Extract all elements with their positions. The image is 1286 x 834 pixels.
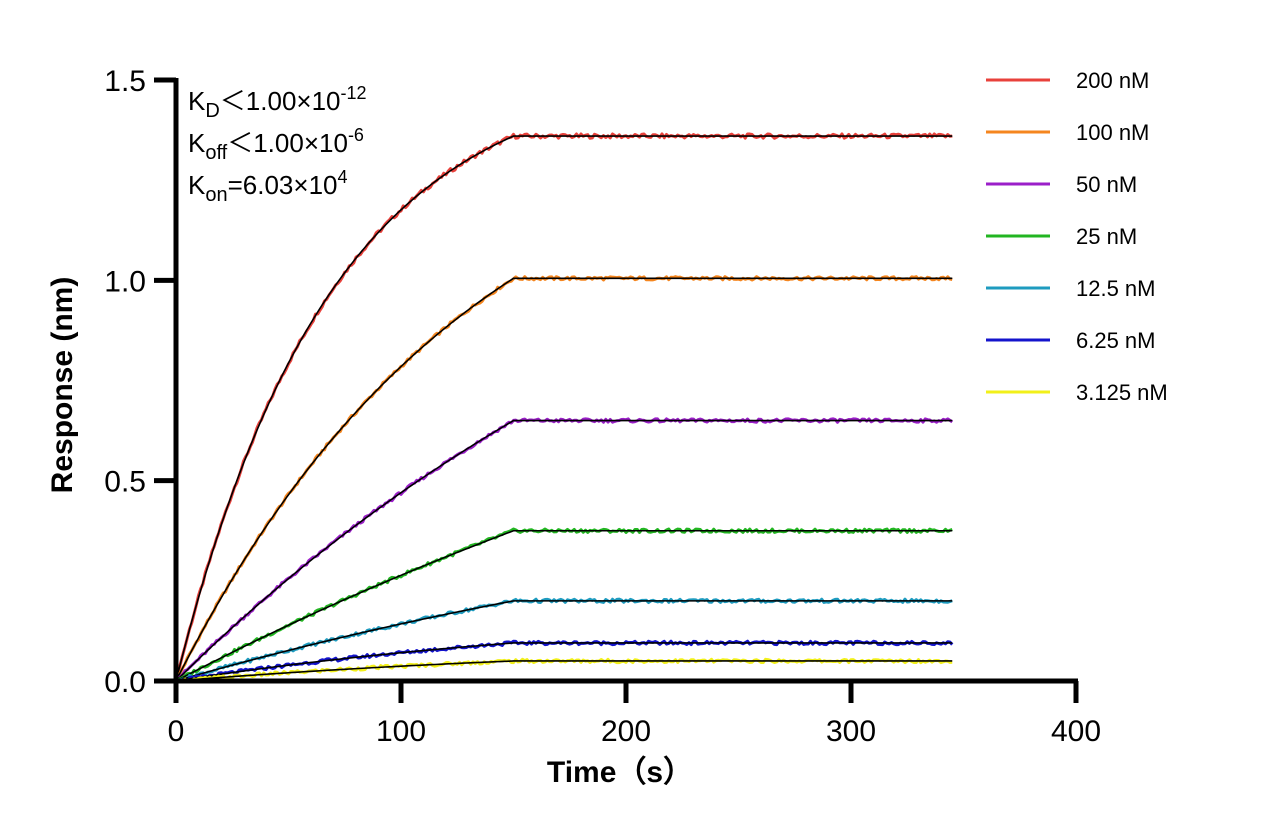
x-tick-label: 300 [826, 715, 876, 748]
y-tick-label: 1.0 [104, 265, 146, 298]
legend-label: 200 nM [1076, 68, 1149, 93]
x-tick-label: 200 [601, 715, 651, 748]
koff-annotation: Koff＜1.00×10-6 [188, 125, 364, 164]
plot-area [174, 132, 954, 684]
fit-line-6.25nm [175, 642, 953, 682]
legend-label: 25 nM [1076, 224, 1137, 249]
fit-line-3.125nm [175, 660, 953, 682]
y-tick-label: 1.5 [104, 65, 146, 98]
y-tick-label: 0.5 [104, 466, 146, 499]
series-line-100nm [174, 275, 953, 682]
x-axis-title: Time（s） [547, 755, 693, 789]
kd-annotation: KD＜1.00×10-12 [188, 83, 367, 122]
legend-label: 6.25 nM [1076, 328, 1156, 353]
legend: 200 nM 100 nM 50 nM 25 nM 12.5 nM 6.25 nM 3.12… [986, 68, 1168, 405]
fit-line-25nm [175, 529, 953, 682]
legend-label: 100 nM [1076, 120, 1149, 145]
x-tick-label: 0 [168, 715, 185, 748]
fit-line-200nm [175, 135, 953, 682]
fit-line-12.5nm [175, 600, 953, 682]
axes: 0 100 200 300 400 0.0 0.5 1.0 1.5 Time（s） Response… [46, 65, 1101, 789]
y-tick-label: 0.0 [104, 666, 146, 699]
x-tick-label: 400 [1051, 715, 1101, 748]
legend-label: 3.125 nM [1076, 380, 1168, 405]
x-tick-label: 100 [376, 715, 426, 748]
legend-label: 50 nM [1076, 172, 1137, 197]
kon-annotation: Kon=6.03×104 [188, 167, 348, 206]
series-line-25nm [175, 527, 953, 683]
legend-label: 12.5 nM [1076, 276, 1156, 301]
fit-line-50nm [175, 419, 953, 682]
fit-line-100nm [175, 277, 953, 682]
y-axis-title: Response (nm) [46, 277, 79, 494]
